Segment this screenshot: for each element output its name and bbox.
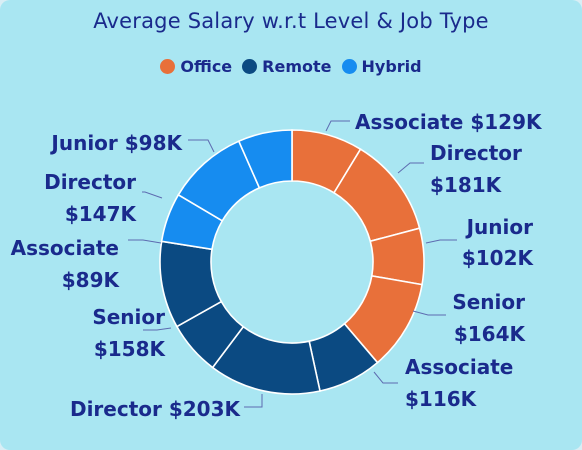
data-label-office-director: $181K bbox=[430, 173, 503, 197]
data-label-office-senior: Senior bbox=[452, 290, 525, 314]
leader-line bbox=[326, 121, 350, 131]
leader-line bbox=[413, 311, 446, 315]
data-label-hybrid-associate: Associate bbox=[11, 236, 119, 260]
data-label-office-senior: $164K bbox=[454, 322, 527, 346]
data-label-remote-associate: Associate bbox=[405, 355, 513, 379]
data-label-office-junior: Junior bbox=[465, 215, 534, 239]
data-label-hybrid-director: Director bbox=[44, 170, 136, 194]
leader-line bbox=[398, 163, 424, 173]
leader-line bbox=[188, 140, 214, 152]
data-label-remote-senior: $158K bbox=[94, 337, 167, 361]
data-label-hybrid-junior: Junior $98K bbox=[49, 131, 183, 155]
leader-line bbox=[374, 372, 398, 383]
leader-line bbox=[128, 240, 161, 243]
data-label-office-director: Director bbox=[430, 141, 522, 165]
data-label-hybrid-associate: $89K bbox=[62, 268, 121, 292]
data-label-office-associate: Associate $129K bbox=[355, 110, 543, 134]
leader-line bbox=[244, 394, 262, 407]
data-label-remote-senior: Senior bbox=[92, 305, 165, 329]
leader-line bbox=[426, 240, 457, 243]
leader-line bbox=[142, 192, 162, 198]
data-label-remote-director: Director $203K bbox=[70, 397, 242, 421]
data-label-remote-associate: $116K bbox=[405, 387, 478, 411]
data-label-office-junior: $102K bbox=[462, 246, 535, 270]
data-label-hybrid-director: $147K bbox=[65, 202, 138, 226]
